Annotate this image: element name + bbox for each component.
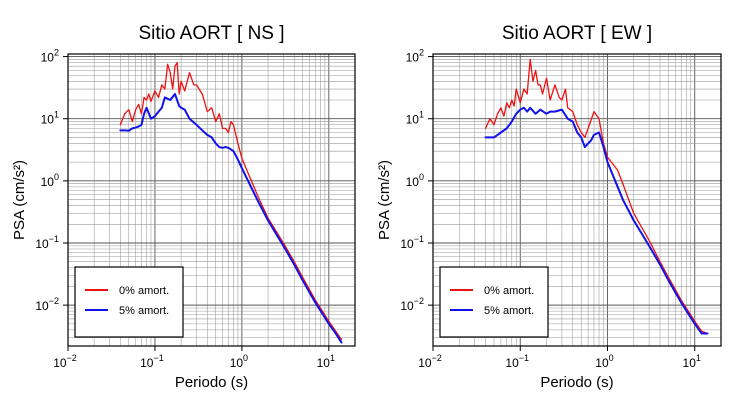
legend-label: 0% amort. [484,285,534,297]
x-tick-base: 10 [505,356,519,370]
x-tick-label: 100 [230,353,248,370]
x-tick-label: 101 [317,353,335,370]
y-tick-label: 10−2 [400,296,424,313]
x-tick-label: 101 [683,353,701,370]
y-tick-base: 10 [406,113,420,127]
legend: 0% amort. 5% amort. [439,266,549,338]
y-tick-exponent: 1 [54,110,59,120]
x-tick-exponent: −2 [67,353,77,363]
x-tick-label: 10−1 [140,353,164,370]
legend-box [439,266,549,338]
y-tick-label: 102 [41,48,59,65]
y-tick-base: 10 [41,51,55,65]
x-tick-base: 10 [53,356,67,370]
y-tick-label: 102 [406,48,424,65]
y-tick-base: 10 [406,51,420,65]
y-axis-label: PSA (cm/s²) [376,160,393,240]
y-tick-base: 10 [41,175,55,189]
x-tick-exponent: 1 [330,353,335,363]
y-tick-exponent: −1 [414,234,424,244]
plot-frame [432,53,722,347]
y-tick-exponent: 2 [419,48,424,58]
y-tick-exponent: −2 [414,296,424,306]
y-axis-label: PSA (cm/s²) [11,160,28,240]
y-tick-base: 10 [41,113,55,127]
series-line-red [484,58,709,335]
y-tick-base: 10 [400,299,414,313]
y-tick-label: 10−2 [35,296,59,313]
plot-frame [67,53,356,347]
y-tick-exponent: 1 [419,110,424,120]
y-tick-base: 10 [400,237,414,251]
chart-panel-2: Sitio AORT [ EW ]10−2 10−1 100 10110−210−11… [376,23,722,391]
x-axis-label: Periodo (s) [540,374,613,391]
x-tick-base: 10 [230,356,244,370]
x-tick-exponent: 1 [696,353,701,363]
legend: 0% amort. 5% amort. [74,266,184,338]
y-tick-label: 101 [41,110,59,127]
y-tick-label: 10−1 [35,234,59,251]
y-tick-base: 10 [35,237,49,251]
series-group [484,58,709,335]
y-tick-exponent: −2 [49,296,59,306]
chart-panel-1: Sitio AORT [ NS ]10−2 10−1 100 10110−210−11… [11,23,356,391]
series-line-blue [484,106,709,335]
y-tick-exponent: −1 [49,234,59,244]
chart-title: Sitio AORT [ NS ] [138,23,284,44]
x-tick-exponent: −1 [519,353,529,363]
legend-label: 5% amort. [119,305,169,317]
x-tick-exponent: 0 [243,353,248,363]
legend-box [74,266,184,338]
x-tick-exponent: −2 [432,353,442,363]
legend-label: 0% amort. [119,285,169,297]
y-tick-exponent: 0 [419,172,424,182]
y-tick-label: 100 [406,172,424,189]
x-tick-label: 100 [595,353,613,370]
x-tick-base: 10 [595,356,609,370]
x-tick-base: 10 [683,356,697,370]
x-tick-exponent: 0 [609,353,614,363]
x-tick-base: 10 [317,356,331,370]
y-tick-exponent: 2 [54,48,59,58]
x-tick-label: 10−2 [53,353,77,370]
legend-label: 5% amort. [484,305,534,317]
series-line-red [119,61,343,341]
x-tick-base: 10 [418,356,432,370]
series-line-blue [119,92,343,344]
series-group [119,61,343,344]
y-tick-label: 10−1 [400,234,424,251]
x-tick-label: 10−1 [505,353,529,370]
y-tick-label: 100 [41,172,59,189]
y-tick-base: 10 [406,175,420,189]
chart-title: Sitio AORT [ EW ] [502,23,652,44]
x-tick-base: 10 [140,356,154,370]
x-axis-label: Periodo (s) [175,374,248,391]
x-tick-label: 10−2 [418,353,442,370]
y-tick-base: 10 [35,299,49,313]
x-tick-exponent: −1 [153,353,163,363]
y-tick-exponent: 0 [54,172,59,182]
y-tick-label: 101 [406,110,424,127]
